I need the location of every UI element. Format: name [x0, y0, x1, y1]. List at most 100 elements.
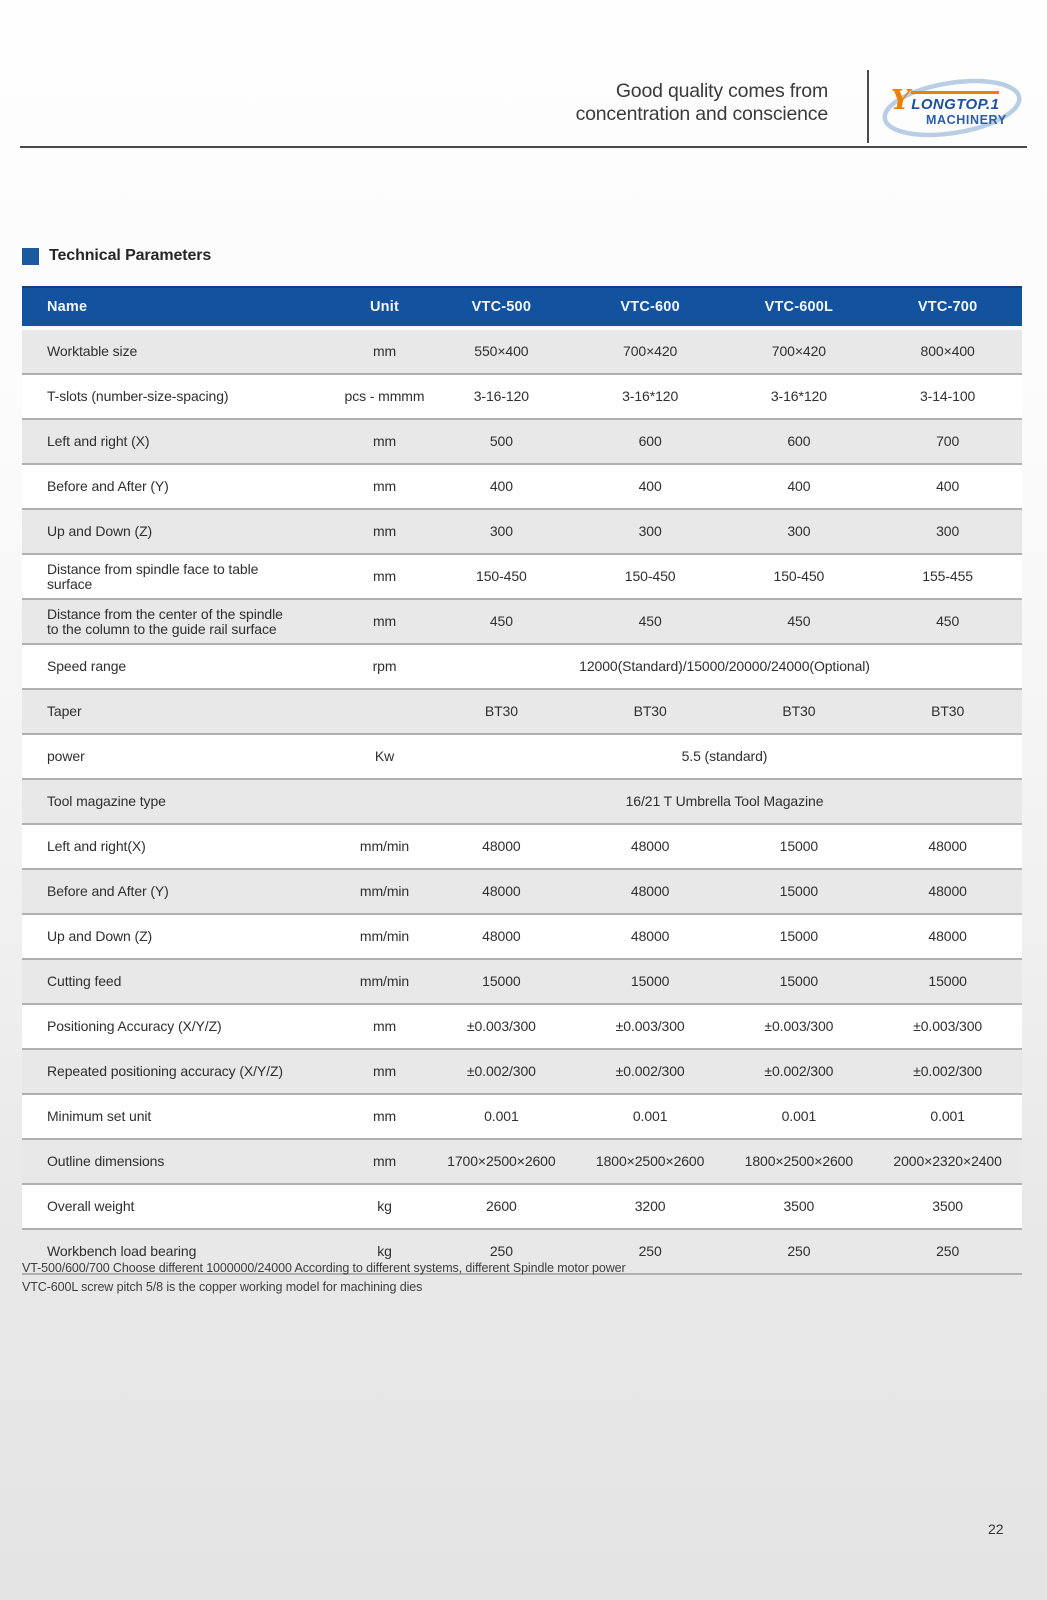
footnote-line-1: VT-500/600/700 Choose different 1000000/…	[22, 1261, 626, 1275]
row-name-cell: Repeated positioning accuracy (X/Y/Z)	[47, 1063, 283, 1079]
row-value-cell: ±0.002/300	[466, 1063, 536, 1079]
row-value-cell: 15000	[928, 973, 967, 989]
row-value-cell: ±0.002/300	[764, 1063, 834, 1079]
row-value-cell: ±0.003/300	[615, 1018, 685, 1034]
row-value-cell: BT30	[782, 703, 816, 719]
row-value-cell: 48000	[630, 883, 670, 899]
row-value-cell: 3-16*120	[770, 388, 827, 404]
table-row: Tool magazine type 16/21 T Umbrella Tool …	[22, 779, 1022, 824]
table-row: Minimum set unit mm 0.001 0.001 0.001 0.001	[22, 1094, 1022, 1139]
row-unit-cell: kg	[377, 1243, 392, 1259]
table-row: Cutting feed mm/min 15000 15000 15000 15000	[22, 959, 1022, 1004]
column-header-vtc-600: VTC-600	[575, 286, 725, 330]
table-row: Left and right(X) mm/min 48000 48000 15000 48…	[22, 824, 1022, 869]
row-value-cell: 0.001	[781, 1108, 817, 1124]
row-value-cell: 2600	[486, 1198, 517, 1214]
row-value-cell: BT30	[931, 703, 965, 719]
row-value-cell: 3500	[932, 1198, 963, 1214]
row-unit-cell: kg	[377, 1198, 392, 1214]
row-value-cell: 450	[489, 613, 513, 629]
row-name-cell: Cutting feed	[47, 973, 122, 989]
table-row: Overall weight kg 2600 3200 3500 3500	[22, 1184, 1022, 1229]
row-unit-cell: mm/min	[359, 973, 410, 989]
row-value-cell: 150-450	[624, 568, 676, 584]
row-name-cell: power	[47, 748, 85, 764]
row-value-cell: 300	[787, 523, 811, 539]
row-value-cell: 3-16-120	[473, 388, 529, 404]
footnote-line-2: VTC-600L screw pitch 5/8 is the copper w…	[22, 1280, 423, 1294]
logo-wordmark: Y LONGTOP.1	[891, 87, 1000, 114]
row-value-cell: 15000	[779, 928, 819, 944]
row-unit-cell: mm	[372, 523, 397, 539]
row-unit-cell: mm/min	[359, 838, 410, 854]
row-unit-cell: pcs - mmmm	[344, 388, 425, 404]
row-span-value-cell: 16/21 T Umbrella Tool Magazine	[625, 793, 824, 809]
row-value-cell: ±0.003/300	[466, 1018, 536, 1034]
table-row: Before and After (Y) mm 400 400 400 400	[22, 464, 1022, 509]
row-value-cell: 1800×2500×2600	[744, 1153, 854, 1169]
row-value-cell: 550×400	[474, 343, 529, 359]
row-value-cell: 15000	[630, 973, 670, 989]
column-header-vtc-600l: VTC-600L	[724, 286, 874, 330]
row-value-cell: 500	[489, 433, 513, 449]
row-unit-cell: mm	[372, 478, 397, 494]
row-value-cell: 48000	[928, 928, 967, 944]
column-header-vtc-500: VTC-500	[427, 286, 576, 330]
section-heading: Technical Parameters	[22, 247, 211, 265]
row-value-cell: 400	[638, 478, 662, 494]
row-name-cell: T-slots (number-size-spacing)	[47, 388, 229, 404]
table-row: Worktable size mm 550×400 700×420 700×420 800…	[22, 328, 1022, 374]
row-value-cell: 400	[489, 478, 513, 494]
row-value-cell: 450	[638, 613, 662, 629]
row-value-cell: 1800×2500×2600	[595, 1153, 705, 1169]
header-slogan: Good quality comes from concentration an…	[576, 80, 829, 126]
row-value-cell: 400	[787, 478, 811, 494]
table-row: Up and Down (Z) mm/min 48000 48000 15000 4800…	[22, 914, 1022, 959]
row-value-cell: 700	[936, 433, 960, 449]
header-rule	[20, 146, 1027, 148]
table-row: Left and right (X) mm 500 600 600 700	[22, 419, 1022, 464]
row-value-cell: ±0.003/300	[764, 1018, 834, 1034]
row-name-cell: Worktable size	[47, 343, 138, 359]
row-value-cell: 15000	[779, 883, 819, 899]
table-row: Taper BT30 BT30 BT30 BT30	[22, 689, 1022, 734]
row-name-cell: Before and After (Y)	[47, 478, 169, 494]
row-span-value-cell: 12000(Standard)/15000/20000/24000(Option…	[579, 658, 870, 674]
table-header-row: Name Unit VTC-500 VTC-600 VTC-600L VTC-700	[22, 286, 1022, 330]
row-value-cell: 0.001	[484, 1108, 519, 1124]
column-header-name: Name	[22, 286, 342, 330]
column-header-vtc-700: VTC-700	[873, 286, 1022, 330]
row-value-cell: 155-455	[922, 568, 973, 584]
row-name-cell: Taper	[47, 703, 82, 719]
row-name-cell: Before and After (Y)	[47, 883, 169, 899]
row-value-cell: 3-14-100	[920, 388, 976, 404]
row-value-cell: 150-450	[773, 568, 825, 584]
row-value-cell: 3500	[783, 1198, 815, 1214]
table-row: T-slots (number-size-spacing) pcs - mmmm 3…	[22, 374, 1022, 419]
row-value-cell: 300	[936, 523, 960, 539]
row-unit-cell: Kw	[374, 748, 395, 764]
row-value-cell: 48000	[482, 928, 521, 944]
row-name-cell: Speed range	[47, 658, 127, 674]
row-value-cell: 48000	[928, 838, 967, 854]
table-row: Workbench load bearing kg 250 250 250 250	[22, 1229, 1022, 1274]
row-name-cell: Overall weight	[47, 1198, 135, 1214]
row-value-cell: 700×420	[771, 343, 826, 359]
row-unit-cell: mm	[372, 1108, 397, 1124]
row-name-cell: Up and Down (Z)	[47, 928, 153, 944]
row-value-cell: 700×420	[623, 343, 678, 359]
row-value-cell: 300	[638, 523, 662, 539]
row-value-cell: 15000	[482, 973, 521, 989]
row-value-cell: 15000	[779, 973, 819, 989]
row-unit-cell: mm/min	[359, 883, 410, 899]
row-name-cell: Positioning Accuracy (X/Y/Z)	[47, 1018, 222, 1034]
table-header: Name Unit VTC-500 VTC-600 VTC-600L VTC-700	[22, 286, 1022, 330]
row-value-cell: 600	[638, 433, 662, 449]
row-value-cell: 48000	[482, 883, 521, 899]
row-value-cell: 48000	[630, 838, 670, 854]
row-unit-cell: mm	[372, 433, 397, 449]
table-row: Positioning Accuracy (X/Y/Z) mm ±0.003/300…	[22, 1004, 1022, 1049]
row-unit-cell: mm	[372, 1153, 397, 1169]
row-unit-cell: mm	[372, 343, 397, 359]
row-value-cell: 2000×2320×2400	[893, 1153, 1002, 1169]
